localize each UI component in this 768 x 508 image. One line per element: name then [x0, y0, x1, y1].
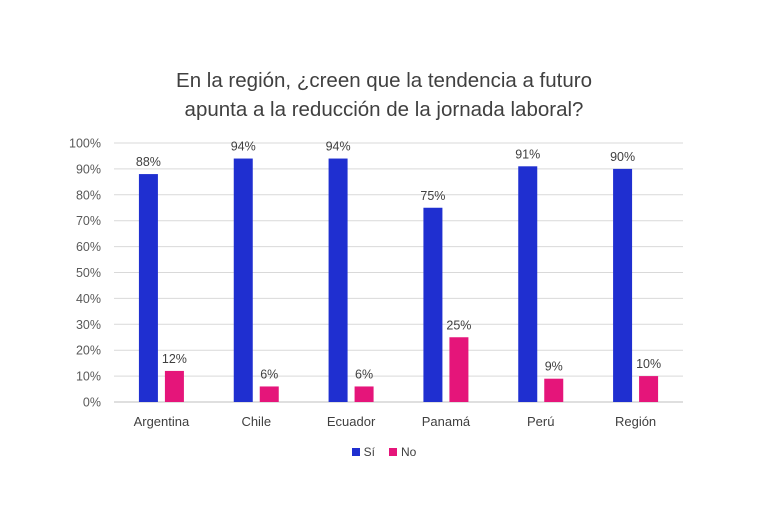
y-tick-label: 90% — [76, 162, 101, 176]
x-category-label: Panamá — [422, 414, 471, 429]
bar-value-label: 90% — [610, 150, 635, 164]
bar-no — [449, 337, 469, 402]
legend-label-si: Sí — [363, 445, 375, 459]
bar-no — [639, 376, 659, 402]
bar-si — [613, 168, 633, 402]
bar-value-label: 88% — [136, 155, 161, 169]
bar-value-label: 91% — [515, 147, 540, 161]
bar-value-label: 10% — [636, 357, 661, 371]
y-tick-label: 60% — [76, 240, 101, 254]
bar-no — [164, 370, 184, 402]
bar-si — [233, 158, 253, 402]
bar-si — [518, 166, 538, 402]
y-tick-label: 20% — [76, 344, 101, 358]
legend-item-si: Sí — [351, 445, 375, 459]
y-tick-label: 50% — [76, 266, 101, 280]
bar-value-label: 94% — [326, 140, 351, 154]
bar-value-label: 6% — [260, 367, 278, 381]
legend-swatch-no — [389, 448, 397, 456]
x-category-label: Ecuador — [327, 414, 376, 429]
bar-value-label: 6% — [355, 367, 373, 381]
bar-value-label: 12% — [162, 352, 187, 366]
bar-value-label: 75% — [420, 189, 445, 203]
bar-value-label: 9% — [545, 360, 563, 374]
x-category-label: Argentina — [134, 414, 190, 429]
chart-title-line-2: apunta a la reducción de la jornada labo… — [184, 98, 584, 121]
bar-no — [354, 386, 374, 402]
y-tick-label: 100% — [69, 137, 101, 151]
legend-item-no: No — [389, 445, 416, 459]
x-category-label: Región — [615, 414, 656, 429]
x-category-label: Chile — [241, 414, 271, 429]
bar-si — [138, 174, 158, 402]
bar-no — [259, 386, 279, 402]
y-tick-label: 70% — [76, 214, 101, 228]
chart-title: En la región, ¿creen que la tendencia a … — [0, 66, 768, 124]
x-category-label: Perú — [527, 414, 554, 429]
y-tick-label: 30% — [76, 318, 101, 332]
y-tick-label: 80% — [76, 188, 101, 202]
y-tick-label: 0% — [83, 396, 101, 410]
bar-value-label: 94% — [231, 140, 256, 154]
legend-swatch-si — [351, 448, 360, 456]
bar-si — [423, 207, 443, 402]
bar-no — [544, 378, 564, 402]
y-tick-label: 10% — [76, 370, 101, 384]
legend-label-no: No — [401, 445, 417, 459]
y-tick-label: 40% — [76, 292, 101, 306]
legend: Sí No — [0, 445, 768, 459]
bar-value-label: 25% — [446, 318, 471, 332]
chart-title-line-1: En la región, ¿creen que la tendencia a … — [176, 69, 592, 92]
bar-si — [328, 158, 348, 402]
